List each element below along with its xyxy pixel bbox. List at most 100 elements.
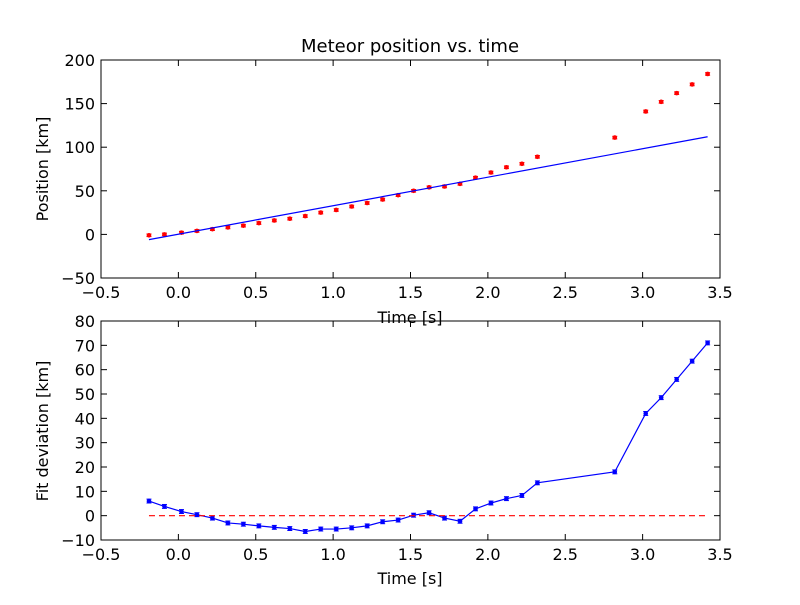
x-tick-label: 0.5 <box>243 545 268 564</box>
data-point <box>225 225 231 230</box>
x-tick-label: −0.5 <box>82 283 121 302</box>
data-point <box>519 161 525 167</box>
x-tick-label: 0.0 <box>166 545 191 564</box>
y-axis-label: Fit deviation [km] <box>33 361 52 502</box>
data-point <box>473 506 478 512</box>
data-point <box>643 411 649 416</box>
data-point <box>705 340 710 346</box>
series-line <box>148 136 708 241</box>
axes-frame <box>100 59 721 279</box>
deviation-chart: Time [s] Fit deviation [km] −0.5 0.0 0.5 1.… <box>33 312 733 588</box>
y-tick-label: 200 <box>64 51 95 70</box>
data-point <box>674 377 679 382</box>
series-0 <box>146 71 711 238</box>
x-tick-label: 2.5 <box>553 283 578 302</box>
x-tick-label: 3.0 <box>630 283 655 302</box>
data-point <box>535 480 540 486</box>
axes-frame <box>100 320 721 541</box>
data-point <box>287 526 293 531</box>
y-tick-label: 30 <box>75 434 95 453</box>
data-point <box>380 197 385 202</box>
y-tick-label: 60 <box>75 361 95 380</box>
x-tick-label: 2.0 <box>475 283 500 302</box>
data-point <box>705 71 710 77</box>
data-point <box>256 220 262 226</box>
x-axis-label: Time [s] <box>376 569 442 588</box>
y-tick-label: 50 <box>75 385 95 404</box>
plot-area: −0.5 0.0 0.5 1.0 1.5 2.0 2.5 3.0 3.5 −50 0 50 100 150… <box>61 51 732 302</box>
data-point <box>241 223 246 228</box>
data-point <box>333 526 339 532</box>
data-point <box>674 90 679 96</box>
x-tick-label: 1.5 <box>398 283 423 302</box>
y-tick-label: 0 <box>85 225 95 244</box>
x-tick-label: 3.5 <box>707 545 732 564</box>
y-tick-label: 50 <box>75 182 95 201</box>
y-tick-label: 40 <box>75 409 95 428</box>
data-point <box>225 520 231 526</box>
position-chart: Meteor position vs. time Time [s] Positi… <box>33 36 733 327</box>
x-tick-label: 1.5 <box>398 545 423 564</box>
x-axis-label: Time [s] <box>376 308 442 327</box>
x-tick-label: 0.5 <box>243 283 268 302</box>
data-point <box>333 207 339 213</box>
data-point <box>179 509 184 514</box>
data-point <box>689 82 695 87</box>
data-point <box>689 358 695 364</box>
data-point <box>162 504 167 509</box>
y-tick-label: −50 <box>61 269 95 288</box>
x-tick-label: −0.5 <box>82 545 121 564</box>
x-tick-label: 3.0 <box>630 545 655 564</box>
y-tick-label: 20 <box>75 458 95 477</box>
y-tick-label: −10 <box>61 531 95 550</box>
series-1 <box>148 136 708 241</box>
data-point <box>364 200 370 206</box>
series-0 <box>146 340 711 534</box>
data-point <box>426 510 432 516</box>
data-point <box>380 519 385 525</box>
y-tick-label: 70 <box>75 336 95 355</box>
x-tick-label: 0.0 <box>166 283 191 302</box>
data-point <box>162 232 167 237</box>
x-tick-label: 2.0 <box>475 545 500 564</box>
data-point <box>612 135 618 140</box>
data-point <box>287 216 293 222</box>
y-axis-label: Position [km] <box>33 117 52 222</box>
data-point <box>318 210 324 215</box>
data-point <box>488 500 494 506</box>
y-tick-label: 0 <box>85 507 95 526</box>
data-point <box>241 521 246 527</box>
data-point <box>146 232 152 238</box>
data-point <box>318 526 324 532</box>
y-tick-label: 150 <box>64 95 95 114</box>
x-tick-label: 1.0 <box>320 283 345 302</box>
y-tick-label: 100 <box>64 138 95 157</box>
data-point <box>658 395 664 400</box>
x-tick-label: 3.5 <box>707 283 732 302</box>
series-line <box>148 342 709 533</box>
data-point <box>658 99 664 105</box>
data-point <box>395 517 401 523</box>
data-point <box>210 515 215 521</box>
data-point <box>504 164 509 170</box>
y-tick-label: 80 <box>75 312 95 331</box>
data-point <box>643 109 649 114</box>
x-tick-label: 1.0 <box>320 545 345 564</box>
plot-area: −0.5 0.0 0.5 1.0 1.5 2.0 2.5 3.0 3.5 −10 0 10 20 30 40… <box>61 312 732 564</box>
data-point <box>302 213 308 219</box>
data-point <box>256 523 262 529</box>
data-point <box>504 496 509 501</box>
x-tick-label: 2.5 <box>553 545 578 564</box>
data-point <box>349 204 354 209</box>
data-point <box>612 469 618 475</box>
data-point <box>442 515 447 521</box>
y-tick-label: 10 <box>75 482 95 501</box>
data-point <box>272 525 277 530</box>
data-point <box>146 498 152 504</box>
data-point <box>349 525 354 531</box>
data-point <box>302 529 308 534</box>
data-point <box>519 493 525 498</box>
data-point <box>535 154 540 160</box>
